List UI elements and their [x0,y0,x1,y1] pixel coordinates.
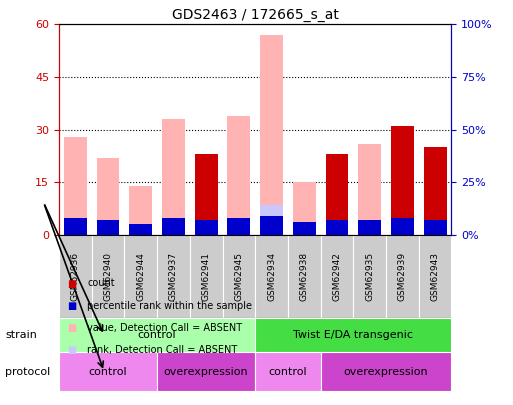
Text: GSM62943: GSM62943 [430,252,440,301]
Bar [59,318,255,352]
Text: protocol: protocol [5,367,50,377]
Text: GSM62936: GSM62936 [71,252,80,301]
Text: count: count [87,279,115,288]
Bar [326,154,348,235]
Text: GSM62938: GSM62938 [300,252,309,301]
Bar [353,235,386,318]
Bar [195,220,218,235]
Bar [358,220,381,235]
Bar [424,220,446,235]
Text: GSM62939: GSM62939 [398,252,407,301]
Bar [255,352,321,391]
Text: GSM62940: GSM62940 [104,252,112,301]
Bar [195,154,218,235]
Bar [96,220,120,235]
Bar [64,218,87,235]
Text: overexpression: overexpression [344,367,428,377]
Bar [391,218,414,235]
Bar [260,205,283,235]
Bar [358,144,381,235]
Bar [255,235,288,318]
Text: GSM62942: GSM62942 [332,252,342,301]
Bar [124,235,157,318]
Text: ■: ■ [67,301,76,311]
Bar [321,352,451,391]
Text: ■: ■ [67,323,76,333]
Text: ■: ■ [67,279,76,288]
Text: GSM62937: GSM62937 [169,252,178,301]
Bar [260,216,283,235]
Bar [260,35,283,235]
Bar [293,182,315,235]
Bar [227,115,250,235]
Text: control: control [89,367,127,377]
Text: Twist E/DA transgenic: Twist E/DA transgenic [293,330,413,340]
Text: percentile rank within the sample: percentile rank within the sample [87,301,252,311]
Text: strain: strain [5,330,37,340]
Text: rank, Detection Call = ABSENT: rank, Detection Call = ABSENT [87,345,238,355]
Bar [162,119,185,235]
Bar [255,318,451,352]
Bar [321,235,353,318]
Bar [288,235,321,318]
Bar [59,352,157,391]
Bar [129,186,152,235]
Text: GSM62935: GSM62935 [365,252,374,301]
Bar [326,220,348,235]
Bar [92,235,125,318]
Text: control: control [269,367,307,377]
Text: ■: ■ [67,345,76,355]
Bar [162,218,185,235]
Text: GSM62944: GSM62944 [136,252,145,301]
Bar [419,235,451,318]
Text: control: control [138,330,176,340]
Bar [59,235,92,318]
Bar [293,222,315,235]
Bar [386,235,419,318]
Bar [227,218,250,235]
Bar [424,147,446,235]
Bar [223,235,255,318]
Text: GSM62945: GSM62945 [234,252,243,301]
Title: GDS2463 / 172665_s_at: GDS2463 / 172665_s_at [172,8,339,22]
Text: GSM62934: GSM62934 [267,252,276,301]
Bar [157,235,190,318]
Bar [157,352,255,391]
Bar [64,136,87,235]
Text: overexpression: overexpression [164,367,248,377]
Text: value, Detection Call = ABSENT: value, Detection Call = ABSENT [87,323,242,333]
Bar [96,158,120,235]
Bar [129,224,152,235]
Bar [391,126,414,235]
Text: GSM62941: GSM62941 [202,252,211,301]
Bar [190,235,223,318]
